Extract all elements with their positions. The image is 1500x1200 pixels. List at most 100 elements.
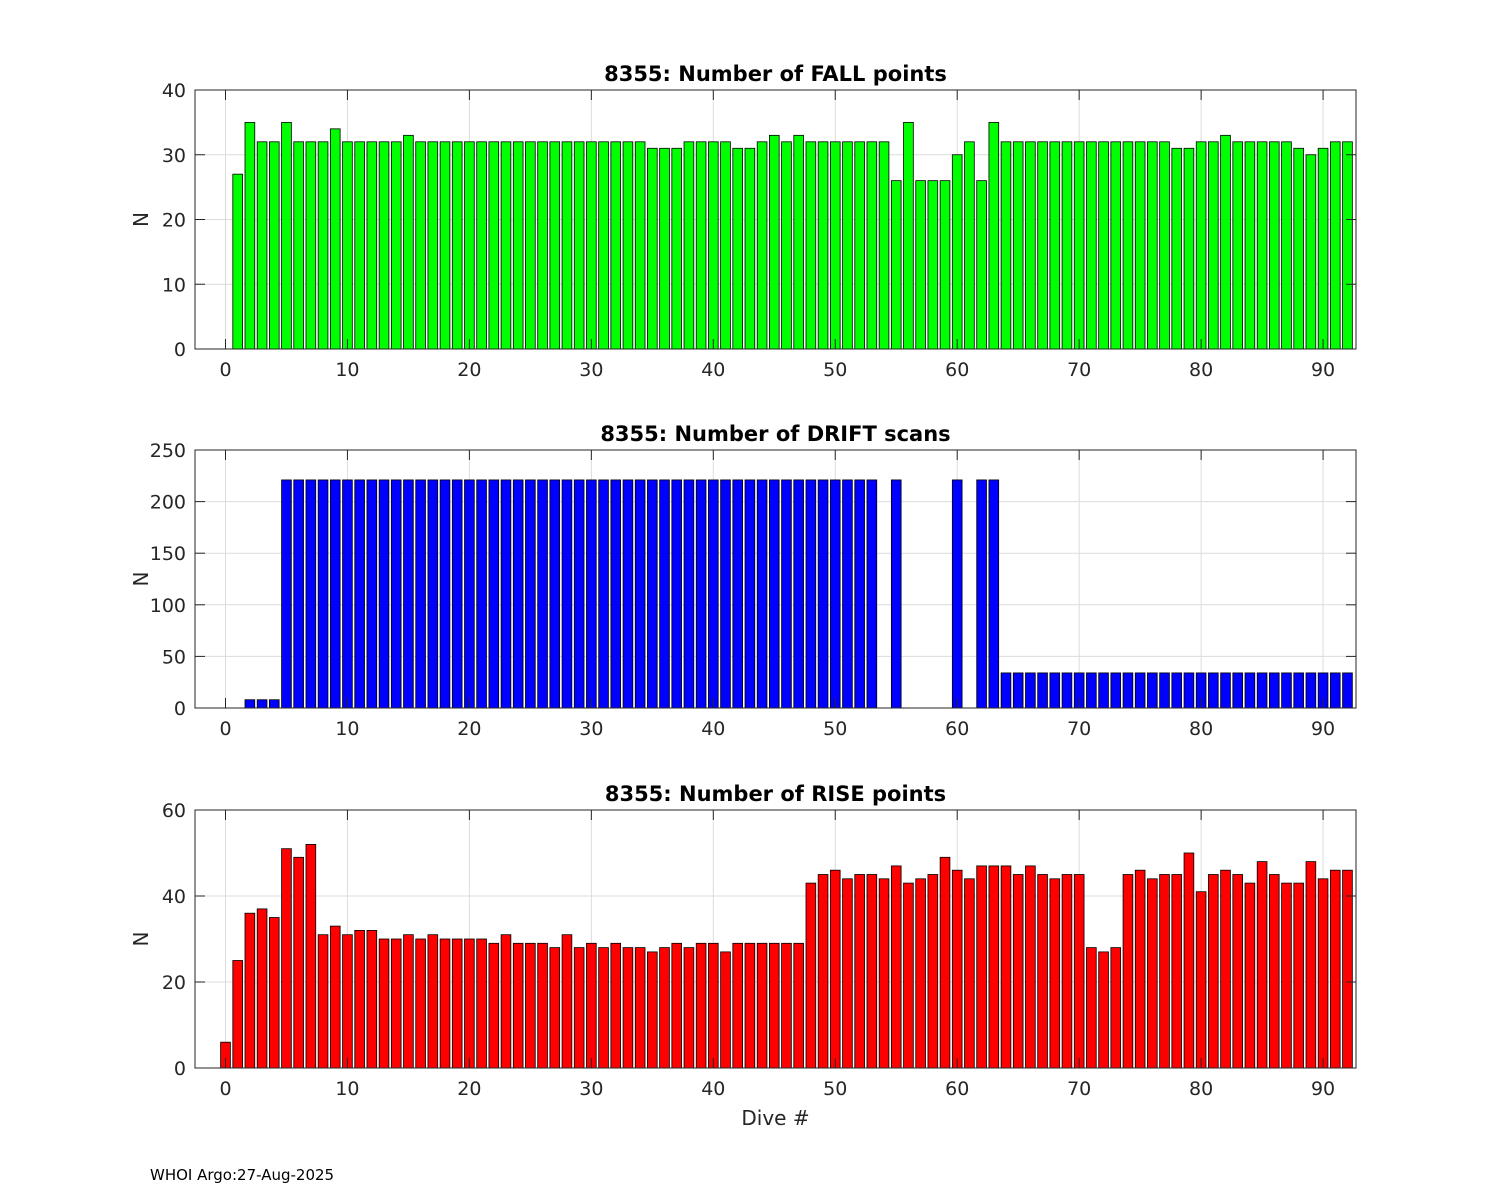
bar-dive-35: [647, 951, 658, 1069]
x-tick-label: 30: [579, 359, 603, 381]
bar-dive-65: [1012, 874, 1024, 1069]
y-tick-label: 0: [174, 698, 186, 720]
bar-dive-71: [1086, 141, 1097, 350]
bar-dive-5: [281, 848, 292, 1069]
bar-dive-19: [451, 938, 463, 1069]
bar-dive-66: [1025, 141, 1036, 350]
bar-dive-39: [695, 141, 707, 350]
bar-dive-25: [525, 141, 536, 350]
bar-dive-26: [537, 479, 548, 709]
bar-dive-4: [268, 699, 280, 709]
bar-dive-55: [890, 479, 902, 709]
bar-dive-15: [403, 479, 414, 709]
bar-dive-3: [256, 141, 268, 350]
y-tick-label: 50: [162, 646, 186, 668]
bar-dive-2: [244, 912, 256, 1069]
bar-dive-62: [976, 479, 987, 709]
bar-dive-68: [1049, 878, 1061, 1069]
bar-dive-41: [720, 951, 731, 1069]
bar-dive-64: [1000, 865, 1012, 1069]
bar-dive-55: [890, 865, 902, 1069]
bar-dive-69: [1061, 141, 1073, 350]
bar-dive-27: [549, 141, 561, 350]
bar-dive-75: [1134, 141, 1146, 350]
bar-dive-37: [671, 147, 683, 350]
y-tick-label: 40: [162, 80, 186, 102]
bar-dive-22: [488, 479, 500, 709]
bar-dive-20: [464, 479, 475, 709]
x-tick-label: 60: [945, 1078, 969, 1100]
x-tick-label: 0: [219, 718, 231, 740]
bar-dive-85: [1256, 672, 1268, 709]
bar-dive-66: [1025, 672, 1036, 709]
bar-dive-71: [1086, 672, 1097, 709]
chart-panel-2: 0 10 20 30 40 50 60 70 80 90 0 50 100 150 200 250 8355: …: [129, 422, 1357, 740]
chart-title: 8355: Number of RISE points: [605, 782, 946, 806]
bar-dive-75: [1134, 869, 1146, 1069]
bar-dive-62: [976, 865, 987, 1069]
bar-dive-58: [927, 874, 939, 1069]
bar-dive-34: [634, 947, 646, 1069]
bar-dive-44: [756, 141, 768, 350]
bar-dive-67: [1037, 874, 1048, 1069]
bar-dive-50: [829, 141, 841, 350]
bar-dive-72: [1098, 672, 1109, 709]
bar-dive-20: [464, 141, 475, 350]
bar-dive-36: [659, 479, 670, 709]
x-tick-label: 60: [945, 718, 969, 740]
bar-dive-42: [732, 479, 743, 709]
bar-dive-23: [500, 934, 512, 1069]
x-tick-label: 90: [1311, 718, 1335, 740]
x-tick-label: 80: [1189, 718, 1213, 740]
bar-dive-19: [451, 141, 463, 350]
bar-dive-12: [366, 479, 378, 709]
bar-dive-12: [366, 930, 378, 1069]
x-tick-label: 10: [335, 359, 359, 381]
bar-dive-25: [525, 479, 536, 709]
x-tick-label: 90: [1311, 1078, 1335, 1100]
bar-dive-87: [1281, 882, 1292, 1069]
bar-dive-54: [878, 878, 890, 1069]
bar-dive-50: [829, 869, 841, 1069]
bar-dive-65: [1012, 672, 1024, 709]
bar-dive-50: [829, 479, 841, 709]
bar-dive-65: [1012, 141, 1024, 350]
bar-dive-10: [342, 934, 353, 1069]
bar-dive-45: [769, 479, 780, 709]
bar-dive-28: [561, 934, 573, 1069]
bar-dive-67: [1037, 141, 1048, 350]
bar-dive-25: [525, 942, 536, 1069]
bar-dive-46: [781, 141, 792, 350]
bar-dive-14: [390, 938, 402, 1069]
x-tick-label: 50: [823, 718, 847, 740]
bar-dive-21: [476, 938, 487, 1069]
bar-dive-34: [634, 479, 646, 709]
bar-dive-15: [403, 134, 414, 350]
y-axis-label: N: [129, 212, 153, 227]
bar-dive-59: [939, 180, 951, 350]
x-tick-label: 0: [219, 1078, 231, 1100]
x-tick-label: 10: [335, 1078, 359, 1100]
bar-dive-7: [305, 844, 317, 1069]
bar-dive-48: [805, 479, 817, 709]
axes-frame: [194, 449, 1357, 709]
bar-dive-16: [415, 479, 426, 709]
bar-dive-81: [1208, 874, 1219, 1069]
bar-dive-21: [476, 141, 487, 350]
bar-dive-45: [769, 942, 780, 1069]
bar-dive-68: [1049, 672, 1061, 709]
bar-dive-30: [586, 141, 597, 350]
y-tick-label: 40: [162, 886, 186, 908]
bar-dive-52: [854, 479, 865, 709]
bar-dive-91: [1329, 141, 1341, 350]
footer-stamp: WHOI Argo:27-Aug-2025: [150, 1166, 335, 1184]
bar-dive-57: [915, 180, 926, 350]
bar-dive-47: [793, 134, 804, 350]
bar-dive-13: [378, 938, 390, 1069]
x-tick-label: 30: [579, 718, 603, 740]
bar-dive-32: [610, 141, 622, 350]
bar-dive-80: [1195, 891, 1207, 1069]
bar-dive-90: [1317, 878, 1329, 1069]
y-tick-label: 20: [162, 210, 186, 232]
bar-dive-39: [695, 942, 707, 1069]
